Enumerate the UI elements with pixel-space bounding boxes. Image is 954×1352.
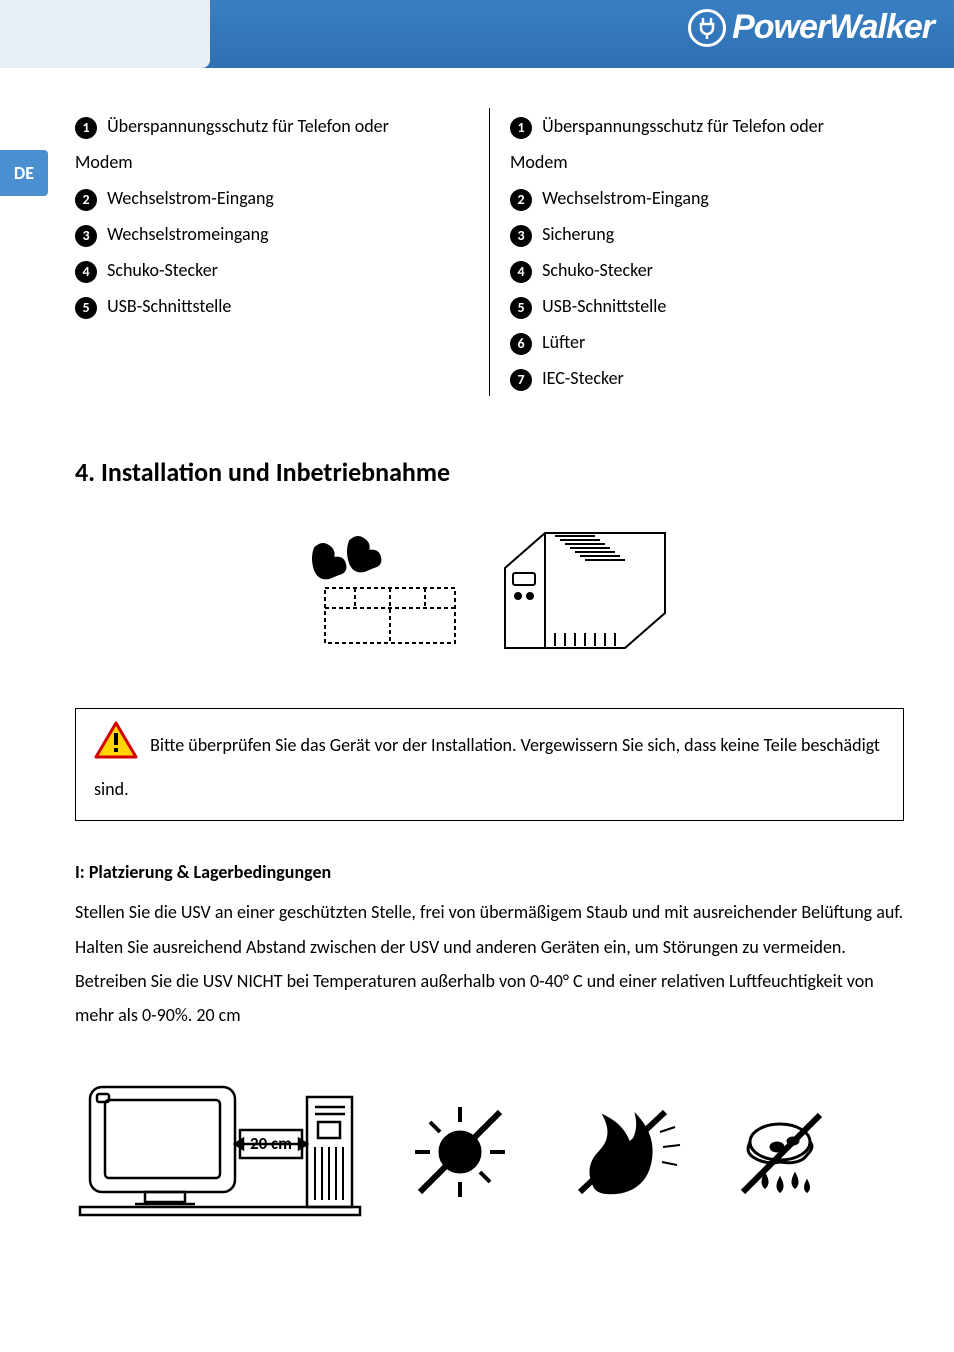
warning-text: Bitte überprüfen Sie das Gerät vor der I… bbox=[94, 734, 880, 800]
unpack-diagram bbox=[295, 533, 465, 653]
list-item: 4 Schuko-Stecker bbox=[510, 252, 904, 288]
feature-columns: 1 Überspannungsschutz für Telefon oderMo… bbox=[75, 108, 904, 396]
distance-label: 20 cm bbox=[250, 1133, 292, 1154]
list-item-text: USB-Schnittstelle bbox=[542, 295, 666, 317]
warning-box: Bitte überprüfen Sie das Gerät vor der I… bbox=[75, 708, 904, 821]
list-item: 2 Wechselstrom-Eingang bbox=[510, 180, 904, 216]
list-item-text: Überspannungsschutz für Telefon oder bbox=[542, 115, 824, 137]
list-item-continuation: Modem bbox=[510, 144, 904, 180]
header-bar: PowerWalker bbox=[0, 0, 954, 68]
no-heat-icon bbox=[565, 1097, 685, 1207]
number-icon: 3 bbox=[510, 225, 532, 247]
list-item-text: IEC-Stecker bbox=[542, 367, 624, 389]
subsection-title: I: Platzierung & Lagerbedingungen bbox=[75, 861, 904, 883]
list-item: 1 Überspannungsschutz für Telefon oder bbox=[75, 108, 469, 144]
language-tab: DE bbox=[0, 150, 48, 196]
list-item: 4 Schuko-Stecker bbox=[75, 252, 469, 288]
number-icon: 3 bbox=[75, 225, 97, 247]
number-icon: 1 bbox=[75, 117, 97, 139]
plug-icon bbox=[688, 9, 726, 47]
list-item-text: Überspannungsschutz für Telefon oder bbox=[107, 115, 389, 137]
page-content: 1 Überspannungsschutz für Telefon oderMo… bbox=[0, 68, 954, 1232]
list-item-continuation: Modem bbox=[75, 144, 469, 180]
number-icon: 4 bbox=[75, 261, 97, 283]
section-title: 4. Installation und Inbetriebnahme bbox=[75, 456, 904, 488]
feature-list-left: 1 Überspannungsschutz für Telefon oderMo… bbox=[75, 108, 489, 396]
list-item-text: Schuko-Stecker bbox=[542, 259, 653, 281]
list-item-text: Wechselstrom-Eingang bbox=[107, 187, 274, 209]
list-item: 6 Lüfter bbox=[510, 324, 904, 360]
list-item: 1 Überspannungsschutz für Telefon oder bbox=[510, 108, 904, 144]
ups-unit-diagram bbox=[485, 518, 685, 668]
number-icon: 1 bbox=[510, 117, 532, 139]
number-icon: 6 bbox=[510, 333, 532, 355]
list-item: 3 Sicherung bbox=[510, 216, 904, 252]
list-item-text: Schuko-Stecker bbox=[107, 259, 218, 281]
bottom-diagram-row: 20 cm bbox=[75, 1072, 904, 1232]
number-icon: 5 bbox=[75, 297, 97, 319]
no-sun-icon bbox=[405, 1097, 525, 1207]
list-item: 5 USB-Schnittstelle bbox=[75, 288, 469, 324]
number-icon: 7 bbox=[510, 369, 532, 391]
product-diagram-row bbox=[75, 518, 904, 668]
list-item: 5 USB-Schnittstelle bbox=[510, 288, 904, 324]
brand-text: PowerWalker bbox=[732, 8, 934, 47]
number-icon: 2 bbox=[75, 189, 97, 211]
number-icon: 5 bbox=[510, 297, 532, 319]
warning-icon bbox=[94, 721, 138, 772]
feature-list-right: 1 Überspannungsschutz für Telefon oderMo… bbox=[489, 108, 904, 396]
number-icon: 2 bbox=[510, 189, 532, 211]
body-paragraph: Stellen Sie die USV an einer geschützten… bbox=[75, 895, 904, 1032]
brand-logo: PowerWalker bbox=[688, 8, 934, 47]
list-item-text: Wechselstrom-Eingang bbox=[542, 187, 709, 209]
header-tab bbox=[0, 0, 210, 68]
list-item-text: Lüfter bbox=[542, 331, 585, 353]
distance-diagram: 20 cm bbox=[75, 1072, 365, 1232]
list-item: 3 Wechselstromeingang bbox=[75, 216, 469, 252]
list-item: 2 Wechselstrom-Eingang bbox=[75, 180, 469, 216]
language-label: DE bbox=[14, 162, 34, 184]
no-water-icon bbox=[725, 1097, 845, 1207]
list-item-text: Wechselstromeingang bbox=[107, 223, 268, 245]
list-item: 7 IEC-Stecker bbox=[510, 360, 904, 396]
number-icon: 4 bbox=[510, 261, 532, 283]
list-item-text: USB-Schnittstelle bbox=[107, 295, 231, 317]
list-item-text: Sicherung bbox=[542, 223, 614, 245]
